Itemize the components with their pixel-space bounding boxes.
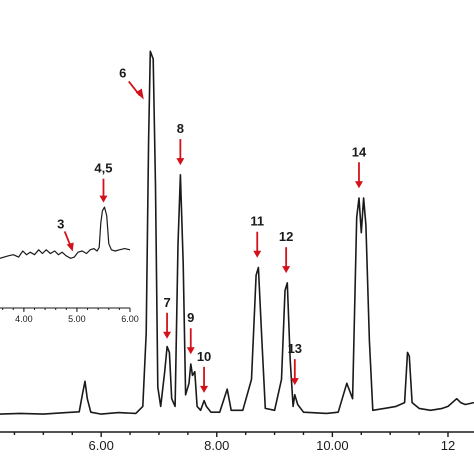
- inset-x-ticks: 4.00 5.00 6.00: [2, 308, 139, 324]
- inset-chart: 4.00 5.00 6.00 34,5: [0, 161, 139, 324]
- peak-label-13: 13: [288, 341, 302, 356]
- peak-label-14: 14: [352, 144, 367, 159]
- peak-label-9: 9: [187, 310, 194, 325]
- peak-label-12: 12: [279, 229, 293, 244]
- inset-x-tick-label-2: 6.00: [121, 314, 139, 324]
- inset-peak-annotations: 34,5: [57, 161, 113, 252]
- main-arrow-3: [186, 328, 195, 355]
- peak-label-10: 10: [197, 349, 211, 364]
- x-tick-label-1: 6.00: [89, 438, 114, 453]
- main-arrow-6: [282, 247, 291, 274]
- x-tick-label-4: 12: [441, 438, 455, 453]
- inset-arrow-1: [99, 178, 108, 203]
- inset-arrow-0: [63, 231, 74, 252]
- peak-label-8: 8: [177, 121, 184, 136]
- peak-label-4-5: 4,5: [94, 161, 112, 176]
- main-arrow-2: [176, 139, 185, 166]
- x-tick-label-2: 8.00: [204, 438, 229, 453]
- main-peak-annotations: 6 7 8 9 10 11 12 13 14: [119, 65, 367, 393]
- peak-label-7: 7: [163, 295, 170, 310]
- main-arrow-7: [290, 359, 299, 386]
- main-arrow-4: [200, 366, 209, 393]
- inset-x-tick-label-0: 4.00: [15, 314, 33, 324]
- peak-label-11: 11: [250, 214, 264, 229]
- main-arrow-1: [163, 312, 172, 339]
- peak-label-3: 3: [57, 216, 64, 231]
- main-series-line: [0, 50, 474, 415]
- main-arrow-8: [354, 162, 363, 189]
- inset-series-line: [0, 206, 131, 259]
- main-arrow-5: [253, 231, 262, 258]
- x-tick-label-3: 10.00: [316, 438, 349, 453]
- main-arrow-0: [128, 80, 144, 100]
- peak-label-6: 6: [119, 65, 126, 80]
- inset-x-tick-label-1: 5.00: [68, 314, 86, 324]
